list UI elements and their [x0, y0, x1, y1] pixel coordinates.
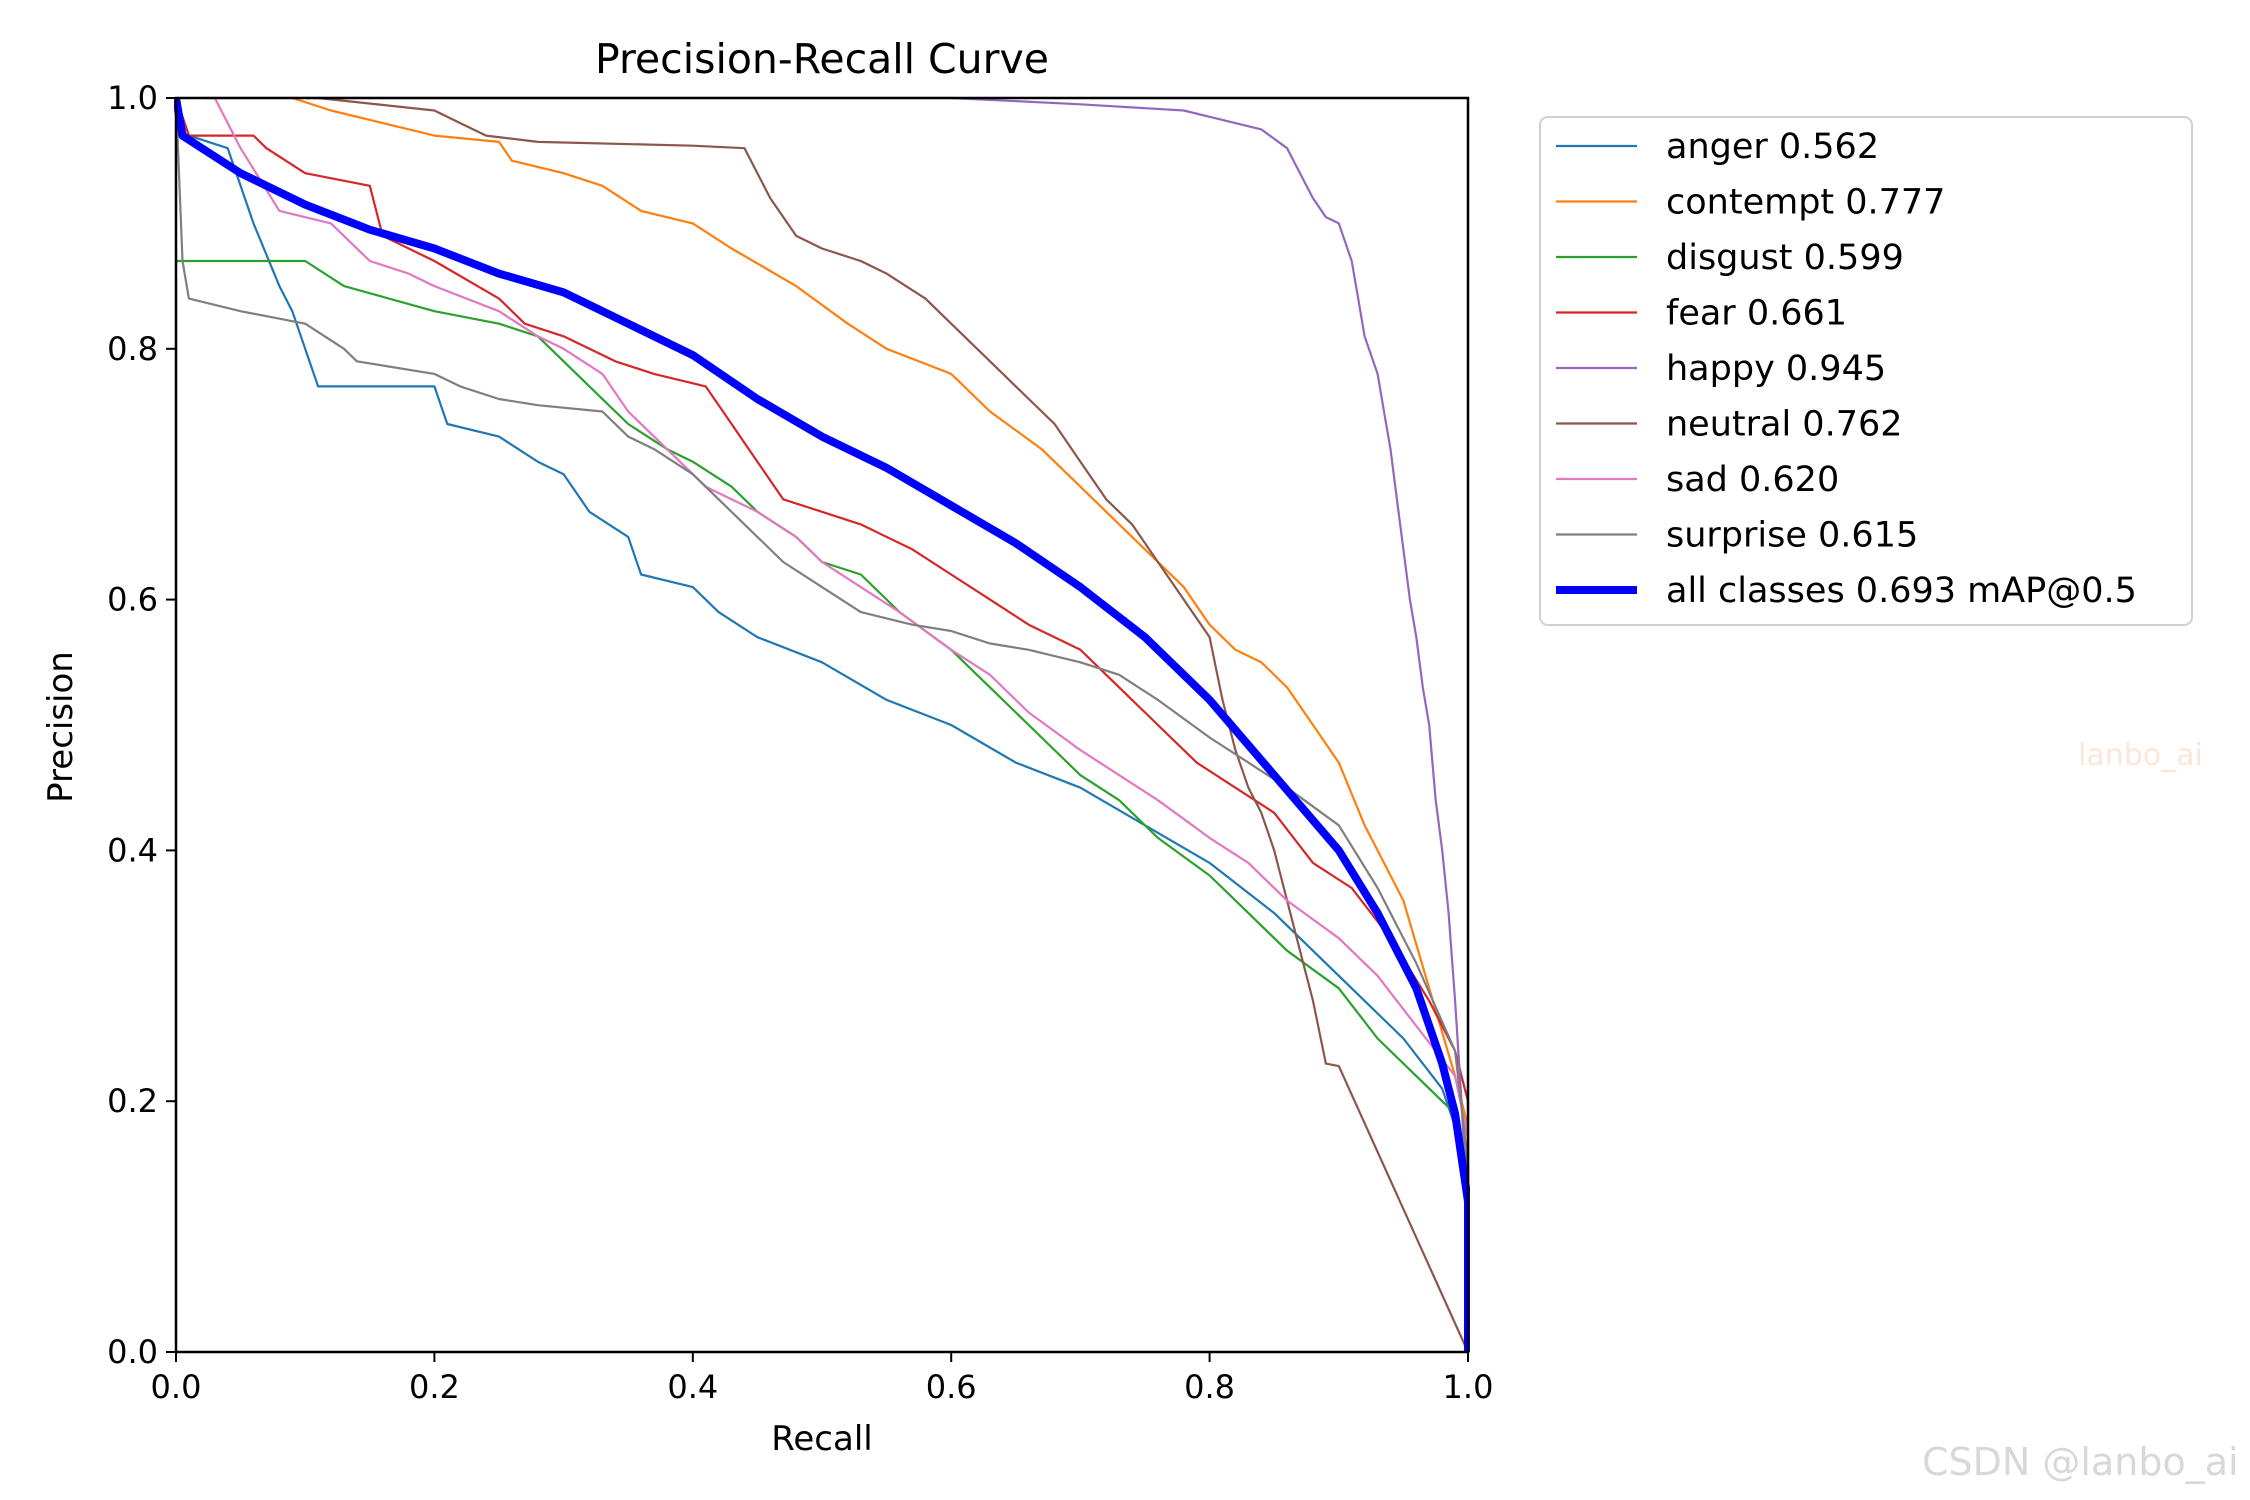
y-tick-label: 0.6: [107, 581, 158, 619]
x-tick-label: 0.0: [151, 1368, 202, 1406]
y-tick-label: 0.8: [107, 330, 158, 368]
legend-label: anger 0.562: [1666, 127, 1879, 167]
legend: anger 0.562 contempt 0.777 disgust 0.599 fe…: [1539, 116, 2193, 626]
legend-label: all classes 0.693 mAP@0.5: [1666, 571, 2137, 611]
series-line-contempt: [291, 96, 1470, 1352]
legend-label: surprise 0.615: [1666, 516, 1918, 556]
legend-label: neutral 0.762: [1666, 405, 1903, 445]
series-line-all-classes: [174, 97, 1470, 1352]
plot-frame: [174, 96, 1470, 1354]
y-axis-label: Precision: [41, 651, 81, 803]
y-tick-label: 0.4: [107, 831, 158, 869]
x-axis-label: Recall: [771, 1419, 872, 1459]
series-line-fear: [174, 97, 1470, 1352]
x-tick-label: 0.8: [1184, 1368, 1235, 1406]
series-line-neutral: [317, 96, 1470, 1353]
series-line-anger: [174, 97, 1470, 1352]
series-line-happy: [201, 96, 1470, 1352]
y-tick-label: 0.2: [107, 1082, 158, 1120]
legend-box: [1539, 116, 2193, 626]
x-tick-label: 1.0: [1443, 1368, 1494, 1406]
ticks-layer: 0.0 0.2 0.4 0.6 0.8 1.0 0.0 0.2 0.4 0.6 0.8 1.0: [107, 79, 1493, 1406]
legend-label: disgust 0.599: [1666, 238, 1904, 278]
series-line-sad: [213, 97, 1470, 1352]
watermark-center: lanbo_ai: [2078, 738, 2203, 773]
watermark-corner: CSDN @lanbo_ai: [1922, 1440, 2239, 1484]
legend-label: happy 0.945: [1666, 349, 1886, 389]
x-tick-label: 0.6: [926, 1368, 977, 1406]
series-layer: [174, 96, 1470, 1353]
legend-label: contempt 0.777: [1666, 183, 1945, 223]
x-tick-label: 0.4: [667, 1368, 718, 1406]
legend-label: sad 0.620: [1666, 460, 1839, 500]
series-line-disgust: [176, 259, 1470, 1352]
x-tick-label: 0.2: [409, 1368, 460, 1406]
legend-label: fear 0.661: [1666, 294, 1847, 334]
y-tick-label: 0.0: [107, 1333, 158, 1371]
y-tick-label: 1.0: [107, 79, 158, 117]
series-line-surprise: [174, 97, 1470, 1352]
chart-title: Precision-Recall Curve: [595, 35, 1049, 83]
